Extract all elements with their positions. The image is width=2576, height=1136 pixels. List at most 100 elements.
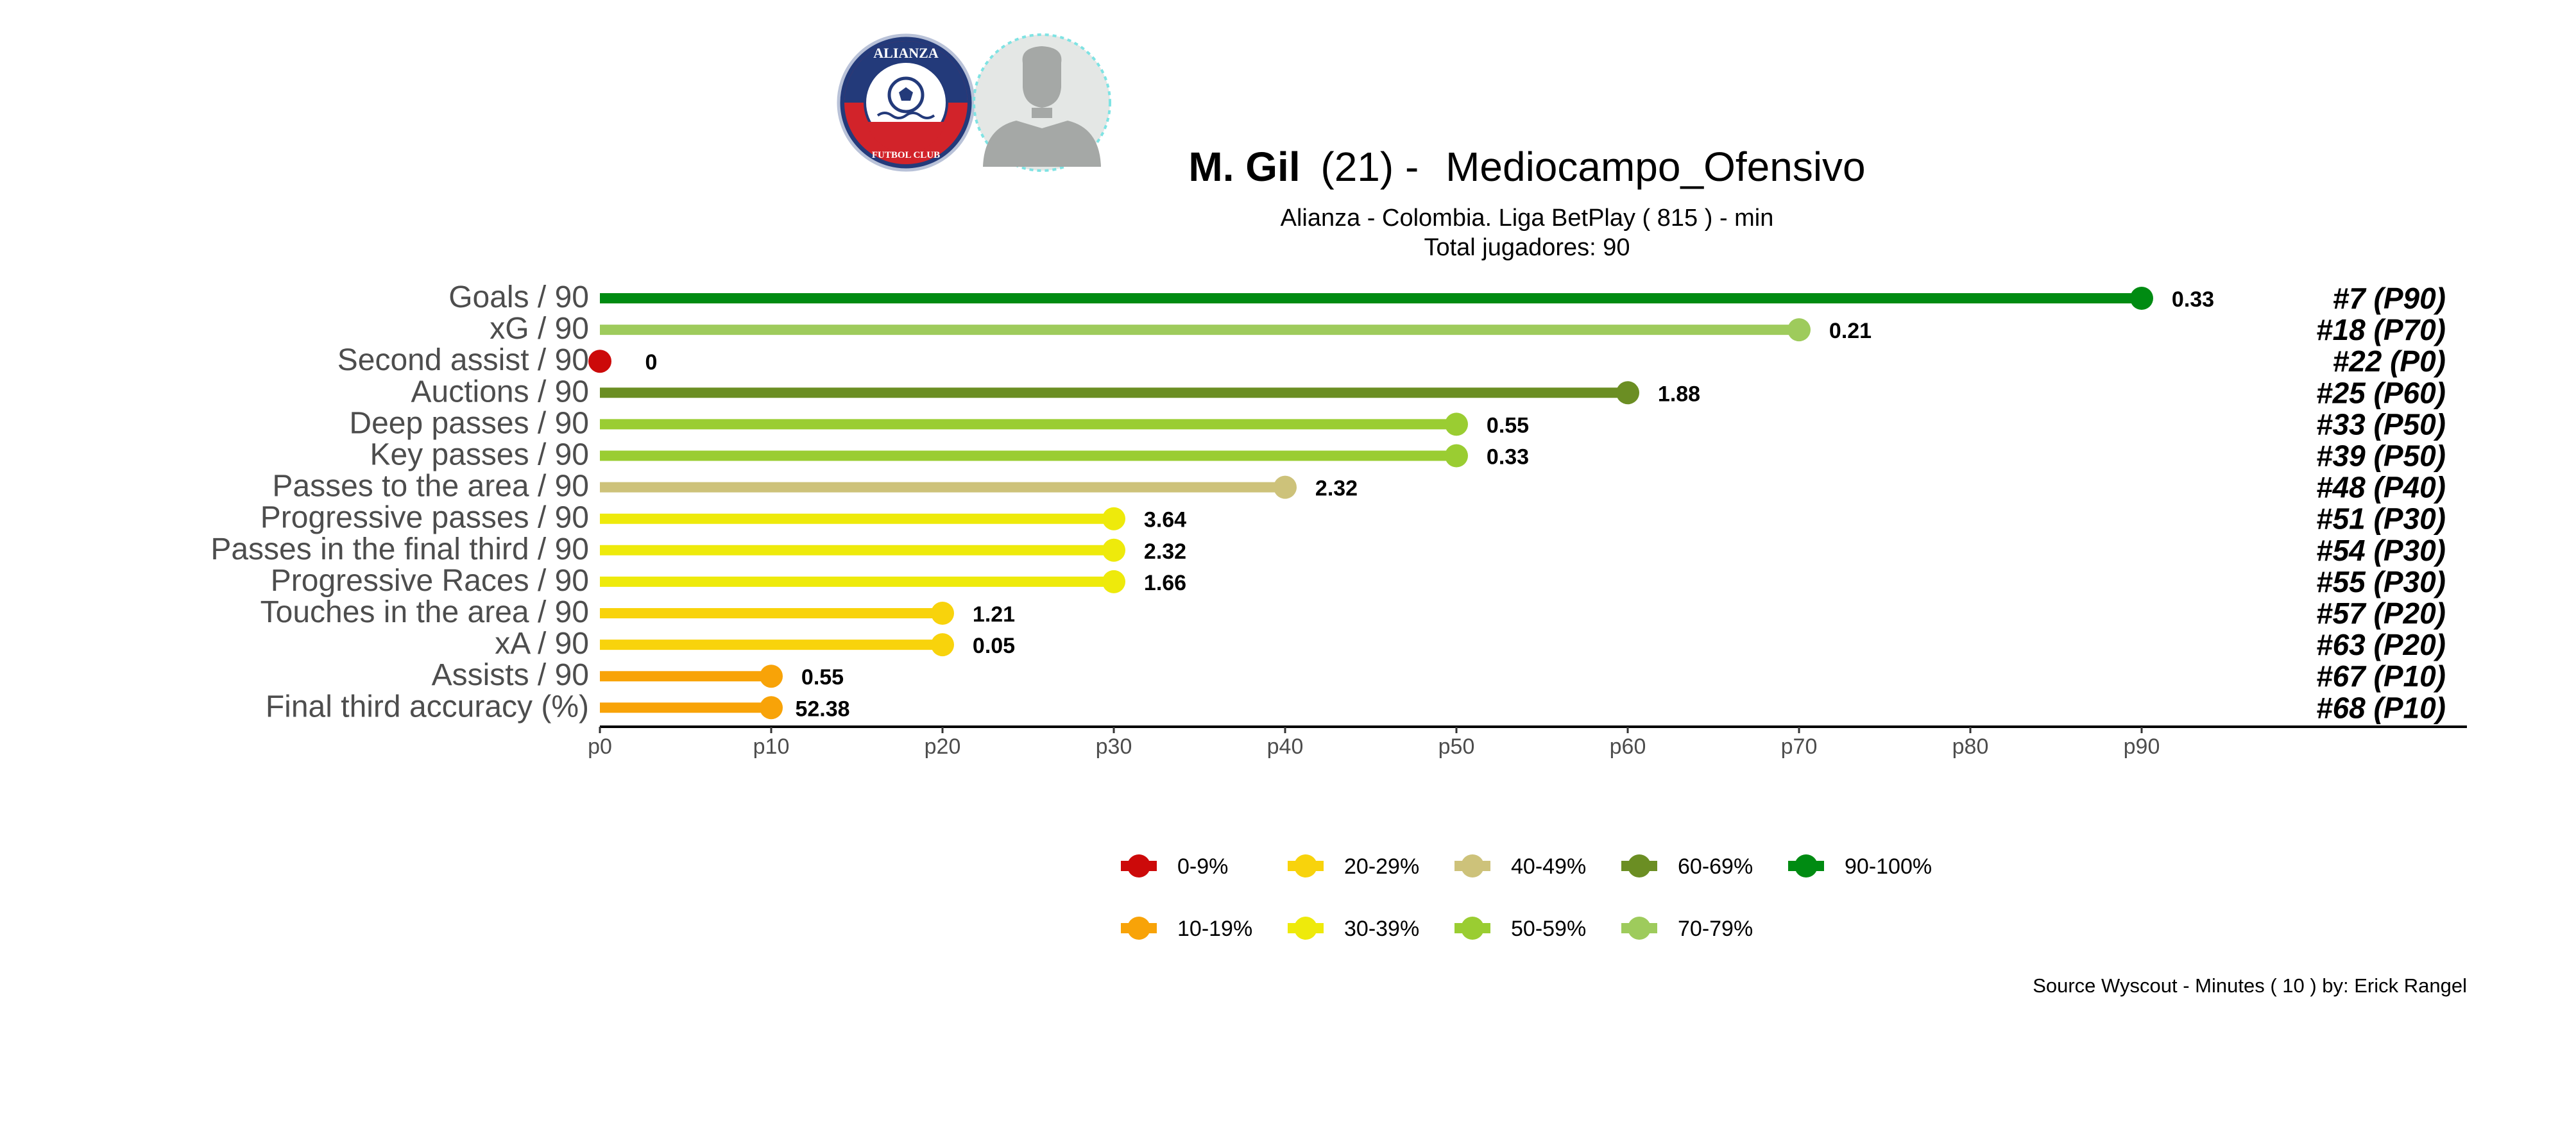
value-label: 1.88 — [1658, 382, 1700, 406]
legend-key-dot — [1461, 917, 1484, 940]
x-tick-label: p90 — [2124, 734, 2160, 759]
lollipop-dot — [1616, 381, 1639, 405]
legend-item: 30-39% — [1288, 917, 1419, 941]
rank-label: #33 (P50) — [2316, 407, 2446, 441]
logo-red-stripe — [866, 122, 946, 153]
metric-label: Progressive Races / 90 — [271, 564, 589, 598]
lollipop-dot — [1445, 412, 1468, 436]
metric-label: Auctions / 90 — [411, 375, 590, 409]
rank-label: #18 (P70) — [2316, 313, 2446, 346]
value-label: 1.21 — [973, 602, 1015, 627]
logo-ring-bottom-text: FUTBOL CLUB — [872, 150, 940, 160]
rank-label: #51 (P30) — [2316, 502, 2446, 536]
legend-key-dot — [1127, 854, 1150, 877]
rank-label: #39 (P50) — [2316, 439, 2446, 473]
value-label: 3.64 — [1144, 508, 1186, 532]
chart-title: M. Gil (21) - Mediocampo_Ofensivo — [1188, 144, 1865, 190]
legend-item: 0-9% — [1121, 854, 1228, 879]
legend-key-dot — [1461, 854, 1484, 877]
wave-lines-icon — [876, 112, 935, 119]
rank-label: #68 (P10) — [2316, 691, 2446, 724]
metric-label: Key passes / 90 — [370, 438, 589, 472]
legend-key-dot — [1294, 917, 1317, 940]
lollipop-dot — [760, 696, 783, 720]
value-label: 52.38 — [795, 697, 849, 721]
x-tick-label: p50 — [1438, 734, 1475, 759]
rank-label: #25 (P60) — [2316, 376, 2446, 409]
value-label: 0.21 — [1829, 319, 1872, 343]
total-players: Total jugadores: 90 — [1424, 234, 1630, 261]
player-position: Mediocampo_Ofensivo — [1446, 144, 1866, 190]
legend-label: 0-9% — [1177, 854, 1228, 879]
x-tick-label: p80 — [1952, 734, 1989, 759]
rank-label: #22 (P0) — [2333, 344, 2446, 378]
metric-label: Passes in the final third / 90 — [210, 532, 589, 566]
legend-label: 10-19% — [1177, 917, 1252, 941]
legend-label: 50-59% — [1511, 917, 1586, 941]
lollipop-dot — [1787, 318, 1811, 342]
x-tick-label: p40 — [1267, 734, 1304, 759]
rank-label: #67 (P10) — [2316, 659, 2446, 693]
plot-area: Goals / 90 0.33 #7 (P90) xG / 90 0.21 #18 (P7… — [210, 280, 2467, 759]
legend-key-dot — [1628, 917, 1651, 940]
x-tick-label: p30 — [1096, 734, 1132, 759]
legend: 0-9% 20-29% 40-49% 60-69% 90-100% 10-19% 30-39… — [1121, 854, 1932, 941]
metric-label: Final third accuracy (%) — [266, 690, 589, 724]
legend-label: 40-49% — [1511, 854, 1586, 879]
lollipop-dot — [931, 633, 954, 657]
rank-label: #48 (P40) — [2316, 471, 2446, 504]
lollipop-dot — [1445, 444, 1468, 468]
legend-item: 60-69% — [1621, 854, 1753, 879]
player-photo — [973, 33, 1111, 172]
value-label: 0.55 — [801, 665, 844, 690]
x-tick-label: p10 — [753, 734, 790, 759]
legend-key-dot — [1795, 854, 1818, 877]
value-label: 2.32 — [1144, 539, 1186, 564]
lollipop-dot — [760, 665, 783, 688]
lollipop-dot — [588, 350, 611, 373]
legend-item: 10-19% — [1121, 917, 1252, 941]
lollipop-dot — [1102, 507, 1125, 530]
value-label: 2.32 — [1315, 477, 1358, 501]
metric-label: Touches in the area / 90 — [260, 595, 589, 629]
lollipop-dot — [2130, 287, 2153, 310]
chart-subtitle: Alianza - Colombia. Liga BetPlay ( 815 )… — [1281, 205, 1774, 232]
x-tick-label: p0 — [588, 734, 612, 759]
metric-label: xG / 90 — [490, 312, 589, 346]
x-tick-label: p70 — [1781, 734, 1818, 759]
legend-item: 50-59% — [1454, 917, 1586, 941]
lollipop-dot — [1102, 538, 1125, 562]
club-logo: ALIANZA FUTBOL CLUB — [837, 33, 975, 172]
player-name: M. Gil — [1188, 144, 1300, 190]
metric-label: Progressive passes / 90 — [260, 501, 589, 535]
metric-label: Deep passes / 90 — [349, 406, 589, 440]
metric-label: Assists / 90 — [432, 658, 589, 692]
metric-label: xA / 90 — [495, 627, 589, 661]
value-label: 0.33 — [2172, 287, 2214, 312]
legend-key-dot — [1628, 854, 1651, 877]
x-tick-label: p60 — [1610, 734, 1646, 759]
legend-item: 90-100% — [1788, 854, 1932, 879]
legend-label: 20-29% — [1344, 854, 1419, 879]
value-label: 0.05 — [973, 634, 1015, 658]
legend-item: 70-79% — [1621, 917, 1753, 941]
value-label: 0 — [645, 350, 658, 375]
legend-item: 40-49% — [1454, 854, 1586, 879]
lollipop-dot — [1274, 475, 1297, 499]
soccer-ball-pentagon — [899, 87, 913, 101]
legend-label: 70-79% — [1678, 917, 1753, 941]
rank-label: #7 (P90) — [2333, 282, 2446, 315]
metric-label: Passes to the area / 90 — [272, 470, 589, 504]
logo-ring-top-text: ALIANZA — [873, 45, 939, 61]
lollipop-dot — [1102, 570, 1125, 593]
value-label: 0.55 — [1487, 413, 1529, 437]
rank-label: #55 (P30) — [2316, 565, 2446, 598]
metric-label: Second assist / 90 — [337, 343, 589, 377]
rank-label: #57 (P20) — [2316, 597, 2446, 630]
value-label: 0.33 — [1487, 445, 1529, 470]
player-silhouette-icon — [983, 46, 1101, 167]
rank-label: #63 (P20) — [2316, 628, 2446, 661]
source-credit: Source Wyscout - Minutes ( 10 ) by: Eric… — [2033, 974, 2467, 997]
